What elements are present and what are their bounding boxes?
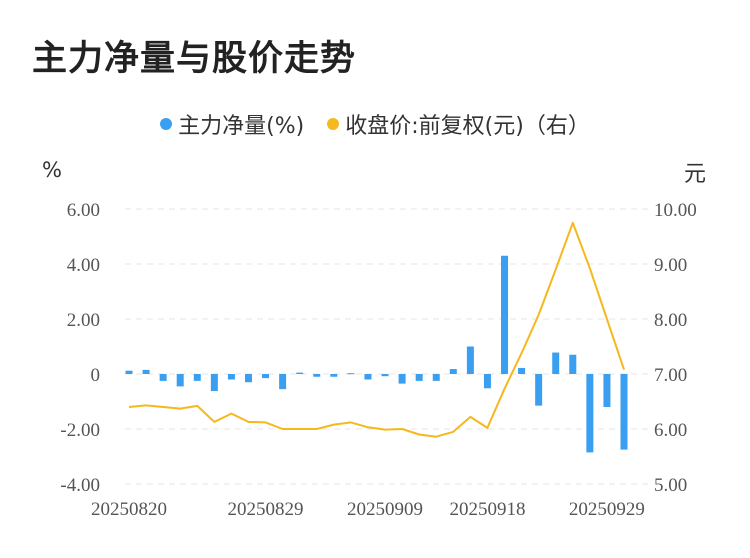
- right-tick-label: 9.00: [654, 255, 687, 276]
- bar: [364, 374, 372, 380]
- legend-label-close-price: 收盘价:前复权(元)（右）: [345, 114, 590, 139]
- bar: [552, 352, 560, 374]
- legend-dot-blue-icon: [160, 118, 173, 130]
- left-tick-label: 6.00: [67, 200, 100, 221]
- bar: [296, 372, 304, 374]
- x-tick-label: 20250909: [347, 499, 423, 520]
- bar: [398, 374, 406, 384]
- bar: [432, 374, 440, 381]
- x-tick-label: 20250929: [569, 499, 645, 520]
- bar: [142, 369, 150, 374]
- bar: [262, 374, 270, 379]
- left-tick-label: 4.00: [67, 255, 100, 276]
- left-tick-label: 0: [91, 365, 101, 386]
- chart-title: 主力净量与股价走势: [32, 39, 357, 79]
- x-tick-label: 20250820: [91, 499, 167, 520]
- left-tick-label: -2.00: [60, 420, 100, 441]
- bar: [159, 374, 167, 381]
- bar: [125, 370, 133, 374]
- bar: [603, 374, 611, 407]
- legend-item-close-price[interactable]: 收盘价:前复权(元)（右）: [327, 108, 590, 140]
- left-axis-unit: %: [42, 158, 62, 182]
- right-tick-label: 8.00: [654, 310, 687, 331]
- right-tick-label: 6.00: [654, 420, 687, 441]
- bar: [535, 374, 543, 406]
- x-tick-label: 20250918: [449, 499, 525, 520]
- left-tick-label: -4.00: [60, 475, 100, 496]
- bar: [501, 255, 509, 374]
- legend-item-net-volume[interactable]: 主力净量(%): [160, 108, 304, 140]
- bar: [569, 354, 577, 374]
- bar: [176, 374, 184, 387]
- right-tick-label: 5.00: [654, 475, 687, 496]
- right-tick-label: 7.00: [654, 365, 687, 386]
- bar: [381, 374, 389, 377]
- bar: [330, 374, 338, 377]
- legend-label-net-volume: 主力净量(%): [178, 114, 305, 139]
- bar: [483, 374, 491, 389]
- bar: [466, 346, 474, 374]
- bar: [193, 374, 201, 381]
- bar: [347, 373, 355, 375]
- bar: [620, 374, 628, 450]
- bar: [313, 374, 321, 377]
- bar: [586, 374, 594, 453]
- bar: [279, 374, 287, 390]
- legend: 主力净量(%) 收盘价:前复权(元)（右）: [0, 108, 750, 140]
- bar: [449, 369, 457, 374]
- left-tick-label: 2.00: [67, 310, 100, 331]
- bar: [415, 374, 423, 381]
- price-line: [128, 221, 625, 438]
- bar: [227, 374, 235, 380]
- right-tick-label: 10.00: [654, 200, 697, 221]
- bar: [244, 374, 252, 383]
- legend-dot-yellow-icon: [327, 118, 340, 130]
- x-tick-label: 20250829: [228, 499, 304, 520]
- bar: [210, 374, 218, 392]
- bar: [518, 367, 526, 374]
- right-axis-unit: 元: [684, 162, 707, 187]
